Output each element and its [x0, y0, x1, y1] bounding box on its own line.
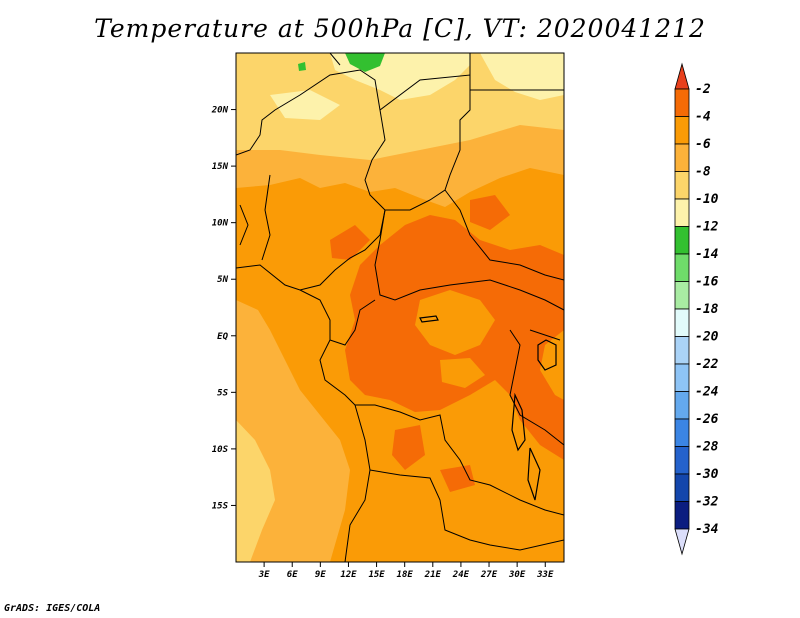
x-tick-label: 12E: [340, 570, 357, 580]
colorbar-label: -28: [695, 440, 719, 455]
colorbar-label: -14: [695, 247, 719, 262]
colorbar-label: -34: [695, 522, 719, 537]
colorbar-swatch: [674, 226, 690, 255]
x-tick-label: 6E: [287, 570, 298, 580]
colorbar-top-arrow: [674, 62, 690, 90]
field-band-8-6-north: [236, 125, 564, 207]
colorbar-swatch: [674, 391, 690, 420]
colorbar-swatch: [674, 88, 690, 117]
colorbar-swatch: [674, 281, 690, 310]
chart-title: Temperature at 500hPa [C], VT: 202004121…: [94, 14, 706, 43]
colorbar-label: -16: [695, 275, 719, 290]
x-tick-label: 27E: [480, 570, 498, 580]
y-tick-label: 5N: [217, 275, 228, 285]
x-tick-label: 18E: [397, 570, 414, 580]
x-tick-label: 30E: [508, 570, 526, 580]
colorbar-label: -2: [695, 82, 711, 97]
colorbar-swatch: [674, 143, 690, 172]
grads-credit: GrADS: IGES/COLA: [4, 603, 101, 614]
colorbar: -2 -4 -6 -8 -10 -12 -14 -16 -18 -20 -22 -24 -26 -28 -3…: [674, 62, 719, 556]
colorbar-label: -26: [695, 412, 719, 427]
colorbar-swatch: [674, 116, 690, 145]
x-axis: 3E 6E 9E 12E 15E 18E 21E 24E 27E 30E 33E: [258, 562, 554, 580]
field-band-10-8-south: [236, 420, 275, 562]
y-tick-label: 20N: [211, 106, 229, 116]
field-band-14-12-b: [298, 62, 306, 71]
x-tick-label: 3E: [258, 570, 270, 580]
y-tick-label: 10N: [212, 219, 229, 229]
y-tick-label: 15S: [212, 501, 229, 511]
colorbar-swatch: [674, 473, 690, 502]
plot-frame: [235, 52, 565, 563]
field-pocket-6-4-b: [440, 358, 485, 388]
colorbar-bottom-arrow: [674, 528, 690, 556]
y-tick-label: 15N: [212, 162, 229, 172]
temperature-field: [236, 53, 564, 562]
field-band-12-10-c: [270, 90, 340, 120]
colorbar-label: -20: [695, 330, 719, 345]
x-tick-label: 15E: [368, 570, 385, 580]
field-band-14-12: [345, 53, 385, 72]
colorbar-swatch: [674, 501, 690, 530]
field-band-12-10-b: [480, 53, 564, 100]
country-borders: [236, 53, 564, 562]
x-tick-label: 24E: [452, 570, 470, 580]
colorbar-swatch: [674, 171, 690, 200]
colorbar-label: -4: [695, 110, 711, 125]
field-band-4-2-c: [470, 195, 510, 230]
colorbar-label: -24: [695, 385, 719, 400]
colorbar-swatch: [674, 363, 690, 392]
colorbar-swatch: [674, 336, 690, 365]
colorbar-swatch: [674, 308, 690, 337]
colorbar-swatch: [674, 446, 690, 475]
field-band-4-2-b: [330, 225, 370, 260]
colorbar-label: -12: [695, 220, 719, 235]
y-tick-label: 10S: [212, 445, 229, 455]
colorbar-swatch: [674, 253, 690, 282]
colorbar-swatch: [674, 418, 690, 447]
colorbar-label: -6: [695, 137, 711, 152]
field-band-4-2-d: [392, 425, 425, 470]
x-tick-label: 21E: [424, 570, 442, 580]
x-tick-label: 33E: [536, 570, 554, 580]
y-tick-label: 5S: [217, 388, 228, 398]
colorbar-label: -22: [695, 357, 719, 372]
colorbar-label: -32: [695, 495, 719, 510]
colorbar-label: -30: [695, 467, 719, 482]
colorbar-label: -18: [695, 302, 719, 317]
colorbar-label: -8: [695, 165, 711, 180]
lakes: [419, 315, 557, 501]
y-axis: 20N 15N 10N 5N EQ 5S 10S 15S: [211, 106, 236, 511]
field-pocket-6-4: [415, 290, 495, 355]
colorbar-swatch: [674, 198, 690, 227]
y-tick-label: EQ: [217, 332, 228, 342]
colorbar-label: -10: [695, 192, 719, 207]
x-tick-label: 9E: [315, 570, 326, 580]
